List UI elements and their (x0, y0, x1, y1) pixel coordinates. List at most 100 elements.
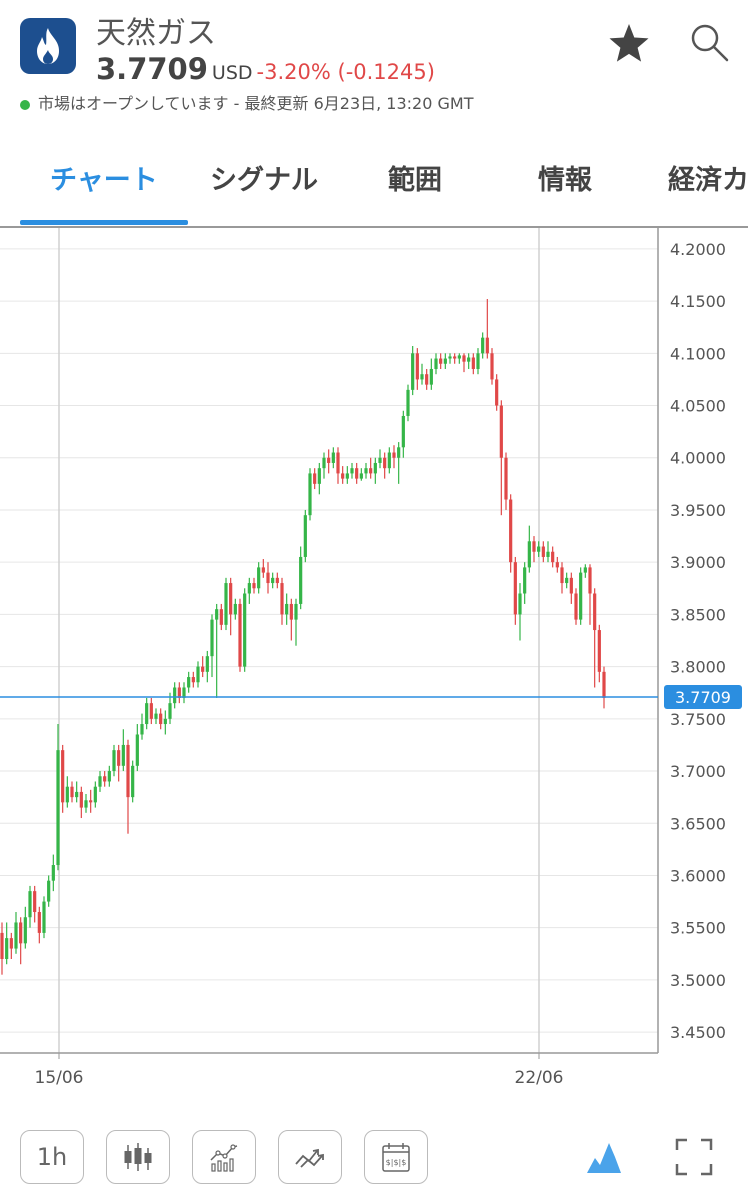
candlestick-chart[interactable]: 4.2000 4.1500 4.1000 4.0500 4.0000 3.9500 3.90… (0, 228, 748, 1098)
candle-body (9, 938, 13, 949)
candle (121, 729, 125, 772)
candle (560, 562, 564, 594)
candle-body (75, 791, 79, 798)
candle (149, 697, 153, 725)
candle (355, 462, 359, 484)
candle-body (191, 677, 195, 683)
y-tick-label: 3.8500 (670, 605, 726, 624)
candle-body (201, 666, 205, 672)
candle (551, 546, 555, 568)
chart-type-button[interactable] (106, 1130, 170, 1184)
candle (401, 410, 405, 458)
indicators-button[interactable] (192, 1130, 256, 1184)
candle (299, 546, 303, 610)
candle (434, 353, 438, 375)
x-tick-label: 22/06 (515, 1068, 564, 1088)
star-icon (609, 24, 649, 62)
candle-body (79, 791, 83, 808)
candle-body (597, 630, 601, 672)
candle-body (252, 583, 256, 589)
favorite-star-button[interactable] (604, 18, 654, 68)
candle-body (462, 355, 466, 362)
tab-economic-calendar[interactable]: 経済カ (668, 165, 748, 196)
candle-body (574, 593, 578, 620)
candle (509, 494, 513, 573)
candle (140, 713, 144, 740)
candle-body (289, 603, 293, 620)
tab-info[interactable]: 情報 (538, 165, 592, 196)
candle-body (61, 750, 65, 803)
tab-chart[interactable]: チャート (50, 165, 158, 196)
candle-body (490, 353, 494, 380)
candle-body (275, 577, 279, 584)
y-tick-label: 4.1500 (670, 292, 726, 311)
candle-body (303, 515, 307, 557)
candle-body (467, 357, 471, 362)
candle (574, 588, 578, 625)
candle (56, 724, 60, 871)
y-tick-label: 3.4500 (670, 1023, 726, 1042)
candle-body (313, 473, 317, 484)
candle-body (392, 452, 396, 458)
candle (541, 541, 545, 563)
candle (462, 353, 466, 373)
candle-body (154, 713, 158, 719)
candle (313, 468, 317, 490)
candle (9, 932, 13, 960)
search-button[interactable] (684, 18, 734, 68)
candle-body (285, 603, 289, 615)
candle-body (317, 468, 321, 484)
y-tick-label: 3.8000 (670, 658, 726, 677)
compare-button[interactable] (278, 1130, 342, 1184)
candle (588, 564, 592, 625)
candle (555, 556, 559, 573)
candle (532, 536, 536, 563)
candle (364, 462, 368, 479)
calendar-icon: $|$|$ (382, 1143, 410, 1172)
candle (429, 358, 433, 390)
candle-body (378, 457, 382, 463)
fullscreen-button[interactable] (662, 1130, 726, 1184)
candle-body (415, 353, 419, 380)
candle (112, 744, 116, 777)
candle (163, 710, 167, 735)
candle-body (532, 541, 536, 552)
candle (0, 922, 4, 975)
candle-body (345, 473, 349, 479)
price-chart[interactable]: 4.2000 4.1500 4.1000 4.0500 4.0000 3.9500 3.90… (0, 228, 748, 1098)
tab-signals[interactable]: シグナル (210, 165, 318, 196)
candle (28, 885, 32, 928)
candle-body (247, 583, 251, 594)
candle (238, 598, 242, 672)
candle (168, 692, 172, 725)
candle (583, 564, 587, 578)
candle (247, 577, 251, 604)
candle-body (177, 687, 181, 698)
candle-body (261, 567, 265, 573)
candle-body (84, 800, 88, 808)
mountain-chart-button[interactable] (572, 1130, 636, 1184)
candle-body (233, 603, 237, 615)
candle-body (448, 356, 452, 359)
candle-body (331, 452, 335, 463)
candle (303, 509, 307, 563)
tab-range[interactable]: 範囲 (388, 165, 442, 196)
candle (331, 447, 335, 469)
candle-body (145, 703, 149, 725)
candle-body (555, 562, 559, 568)
candle-body (565, 577, 569, 584)
calendar-button[interactable]: $|$|$ (364, 1130, 428, 1184)
candle (145, 697, 149, 730)
candle (75, 781, 79, 803)
candle-body (443, 358, 447, 364)
candle (322, 452, 326, 479)
candle (336, 447, 340, 484)
candle-body (439, 358, 443, 364)
candle-body (28, 891, 32, 918)
timeframe-button[interactable]: 1h (20, 1130, 84, 1184)
candle-body (70, 786, 74, 798)
candle-body (47, 880, 51, 902)
candle (518, 583, 522, 641)
candle-body (579, 572, 583, 620)
candle-body (495, 379, 499, 406)
